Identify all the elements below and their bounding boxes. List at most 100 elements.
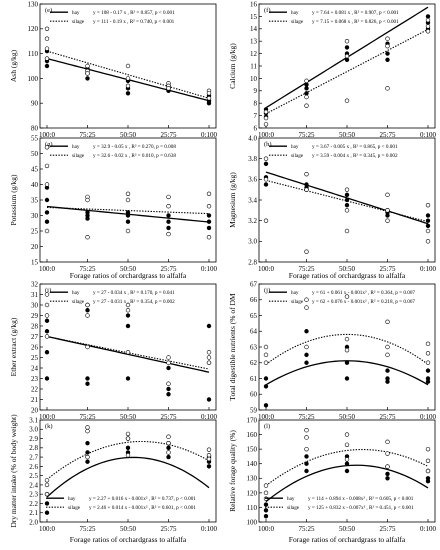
hay-data-point	[385, 476, 390, 481]
silage-data-point	[263, 344, 269, 350]
legend-equation: y = 3.67 - 0.005 x , R² = 0.865, p < 0.0…	[312, 144, 398, 150]
y-tick-label: 40	[31, 181, 39, 189]
hay-data-point	[344, 202, 350, 208]
silage-data-point	[385, 352, 390, 358]
hay-data-point	[425, 14, 431, 19]
hay-data-point	[263, 161, 269, 167]
y-tick-label: 150	[247, 446, 258, 454]
x-tick-label: 50:50	[339, 131, 355, 139]
x-tick-label: 25:75	[380, 413, 396, 421]
x-tick-label: 0:100	[201, 265, 217, 273]
y-tick-label: 30	[31, 301, 39, 309]
silage-data-point	[206, 360, 212, 365]
silage-data-point	[125, 197, 131, 203]
silage-data-point	[304, 428, 309, 433]
silage-data-point	[263, 122, 269, 127]
y-tick-label: 8	[254, 100, 258, 108]
silage-data-point	[125, 228, 131, 234]
silage-data-point	[304, 187, 309, 192]
y-tick-label: 21	[31, 396, 39, 404]
silage-data-point	[166, 355, 171, 360]
hay-data-point	[304, 360, 309, 365]
legend-equation: y = 27 - 0.031 x , R² = 0.354, p = 0.002	[93, 299, 175, 305]
legend-equation: y = 32.9 - 0.05 x , R² = 0.270, p = 0.00…	[93, 144, 176, 150]
hay-data-point	[263, 182, 269, 187]
y-tick-label: 14	[250, 25, 258, 33]
silage-data-point	[385, 344, 390, 350]
legend-label-hay: hay	[72, 290, 80, 296]
y-tick-label: 2.8	[29, 444, 38, 452]
x-tick-label: 75:25	[80, 265, 96, 273]
hay-data-point	[263, 502, 269, 507]
silage-data-point	[304, 171, 309, 177]
silage-data-point	[166, 440, 171, 446]
y-tick-label: 110	[28, 50, 39, 58]
hay-data-point	[385, 379, 390, 384]
x-tick-label: 50:50	[339, 413, 355, 421]
y-tick-label: 3.8	[248, 155, 257, 163]
x-tick-label: 25:75	[161, 525, 177, 533]
hay-data-point	[385, 51, 390, 56]
silage-data-point	[425, 351, 431, 356]
x-tick-label: 25:75	[161, 265, 177, 273]
y-tick-label: 10	[250, 75, 258, 83]
y-tick-label: 16	[250, 0, 258, 8]
hay-data-point	[344, 468, 350, 474]
hay-data-point	[304, 86, 309, 91]
x-tick-label: 75:25	[80, 131, 96, 139]
hay-data-point	[344, 376, 350, 381]
silage-data-point	[44, 302, 50, 308]
hay-data-point	[425, 223, 431, 229]
hay-data-point	[85, 459, 90, 464]
silage-data-point	[344, 208, 350, 213]
legend-equation: y = 27 - 0.034 x , R² = 0.170, p = 0.041	[93, 290, 175, 296]
panel-label: (j)	[264, 287, 270, 294]
silage-data-point	[44, 478, 50, 483]
silage-fit-line	[46, 335, 210, 370]
silage-data-point	[85, 63, 90, 69]
silage-data-point	[44, 313, 50, 318]
hay-data-point	[206, 100, 212, 106]
silage-data-point	[85, 197, 90, 203]
panel-label: (f)	[264, 7, 271, 14]
silage-data-point	[206, 350, 212, 355]
silage-fit-line	[265, 28, 429, 115]
hay-data-point	[125, 376, 131, 381]
x-tick-label: 100:0	[39, 413, 55, 421]
silage-data-point	[344, 432, 350, 437]
x-tick-label: 25:75	[161, 413, 177, 421]
silage-data-point	[166, 381, 171, 386]
silage-data-point	[263, 115, 269, 121]
x-tick-label: 0:100	[201, 525, 217, 533]
x-tick-label: 0:100	[420, 131, 436, 139]
x-tick-label: 50:50	[339, 265, 355, 273]
hay-data-point	[85, 308, 90, 313]
x-tick-label: 100:0	[258, 265, 274, 273]
hay-data-point	[85, 216, 90, 221]
silage-data-point	[166, 360, 171, 365]
silage-data-point	[344, 457, 350, 462]
hay-data-point	[44, 501, 50, 506]
x-tick-label: 50:50	[120, 131, 136, 139]
silage-data-point	[85, 313, 90, 318]
y-tick-label: 80	[31, 124, 39, 132]
silage-data-point	[44, 482, 50, 488]
y-tick-label: 2.8	[248, 258, 257, 266]
y-tick-label: 140	[247, 460, 258, 468]
silage-data-point	[85, 302, 90, 308]
silage-fit-line	[46, 50, 210, 99]
silage-data-point	[263, 109, 269, 115]
hay-data-point	[385, 368, 390, 373]
silage-data-point	[44, 56, 50, 61]
silage-data-point	[385, 192, 390, 198]
hay-data-point	[344, 45, 350, 50]
chart-panel: 80 90 100 110 120 130 100:0 75:25 50:50 25:75 0:10…	[9, 0, 217, 139]
silage-data-point	[304, 305, 309, 310]
silage-data-point	[304, 344, 309, 350]
y-tick-label: 7	[254, 112, 258, 120]
legend-label-silage: silage	[291, 153, 304, 159]
silage-data-point	[385, 218, 390, 223]
hay-data-point	[125, 213, 131, 218]
